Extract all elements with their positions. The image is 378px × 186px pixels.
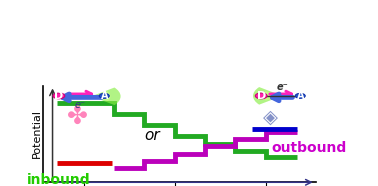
Text: A: A — [101, 91, 108, 101]
Text: D: D — [257, 91, 266, 101]
Text: ◈: ◈ — [263, 107, 278, 126]
Text: or: or — [144, 128, 160, 143]
Text: e⁻: e⁻ — [74, 100, 85, 110]
Wedge shape — [263, 91, 282, 100]
Text: inbound: inbound — [27, 173, 91, 186]
Text: D: D — [54, 91, 64, 101]
Wedge shape — [253, 87, 282, 105]
Text: A: A — [296, 91, 304, 101]
Text: e⁻: e⁻ — [276, 82, 288, 92]
Circle shape — [295, 93, 305, 98]
Circle shape — [99, 93, 109, 98]
Y-axis label: Potential: Potential — [32, 109, 42, 158]
Circle shape — [255, 93, 267, 99]
Text: outbound: outbound — [272, 141, 347, 155]
Circle shape — [53, 93, 65, 99]
Wedge shape — [91, 92, 110, 101]
Wedge shape — [91, 87, 121, 105]
Text: ✤: ✤ — [67, 105, 88, 129]
